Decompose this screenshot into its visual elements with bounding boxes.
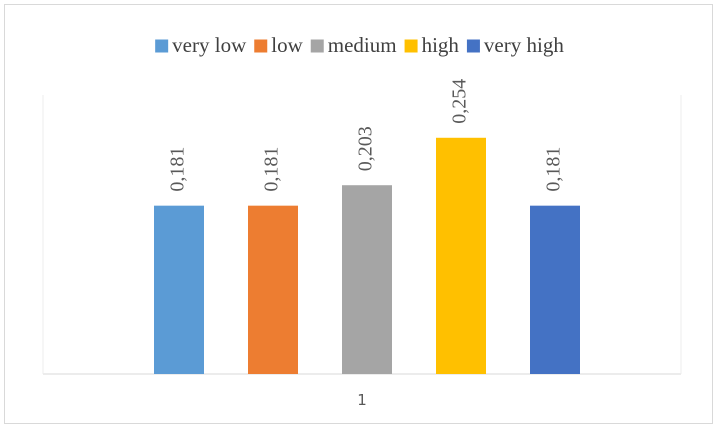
bar-high [436, 137, 486, 374]
bar-very-low [154, 205, 204, 374]
bars [154, 137, 580, 374]
legend-label-low: low [271, 33, 303, 57]
data-label-low: 0,181 [261, 147, 283, 192]
x-tick-label: 1 [357, 391, 367, 409]
data-label-very-high: 0,181 [543, 147, 565, 192]
data-label-high: 0,254 [449, 79, 471, 124]
legend-swatch-high [404, 39, 418, 53]
legend-swatch-medium [310, 39, 324, 53]
bar-chart: very low low medium high very high 0,181 0,18… [42, 33, 682, 409]
data-labels: 0,181 0,181 0,203 0,254 0,181 [167, 79, 565, 192]
legend-swatch-very-high [466, 39, 480, 53]
plot-area: 0,181 0,181 0,203 0,254 0,181 1 [42, 79, 682, 409]
legend: very low low medium high very high [155, 33, 564, 57]
legend-label-high: high [422, 33, 460, 57]
bar-very-high [530, 205, 580, 374]
legend-label-very-low: very low [172, 33, 247, 57]
legend-swatch-very-low [155, 39, 169, 53]
bar-medium [342, 185, 392, 374]
legend-label-medium: medium [328, 33, 397, 57]
legend-label-very-high: very high [484, 33, 564, 57]
bar-low [248, 205, 298, 374]
legend-swatch-low [254, 39, 268, 53]
data-label-very-low: 0,181 [167, 147, 189, 192]
chart-frame: very low low medium high very high 0,181 0,18… [4, 4, 713, 424]
data-label-medium: 0,203 [355, 126, 377, 171]
